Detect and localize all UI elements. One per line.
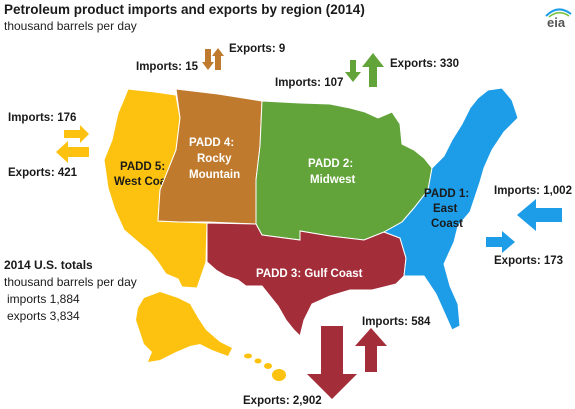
eia-logo-text: eia: [547, 15, 566, 29]
padd2-exports-label: Exports: 330: [390, 58, 459, 70]
padd5-alaska: [136, 292, 232, 362]
padd4-imports-label: Imports: 15: [136, 61, 199, 73]
region-padd4-rocky-mountain: PADD 4: Rocky Mountain: [157, 88, 263, 225]
padd2-exports-arrow: [362, 53, 384, 87]
padd4-exports-arrow: [212, 48, 224, 70]
padd3-exports-label: Exports: 2,902: [243, 395, 322, 407]
padd1-flow-arrows: [486, 199, 562, 253]
region-padd5-west-coast: PADD 5: West Coast: [103, 88, 286, 381]
padd4-label-line1: PADD 4:: [189, 137, 234, 149]
padd1-exports-arrow: [486, 231, 515, 253]
padd3-label: PADD 3: Gulf Coast: [256, 268, 363, 280]
padd5-exports-label: Exports: 421: [8, 167, 78, 179]
padd3-exports-arrow: [307, 326, 357, 399]
padd4-flow-arrows: [202, 48, 224, 70]
padd4-label-line3: Mountain: [189, 169, 240, 181]
padd5-label-line2: West Coast: [114, 176, 177, 188]
padd5-imports-arrow: [64, 125, 89, 143]
us-totals-heading: 2014 U.S. totals: [4, 258, 93, 272]
padd2-imports-arrow: [345, 60, 361, 82]
padd1-east-coast-states: [382, 87, 519, 331]
padd3-imports-arrow: [355, 328, 387, 372]
eia-logo: eia: [545, 8, 572, 29]
padd1-label-line1: PADD 1:: [424, 188, 469, 200]
region-padd1-east-coast: PADD 1: East Coast: [382, 87, 519, 331]
padd1-label-line3: Coast: [431, 218, 463, 230]
padd2-label-line2: Midwest: [310, 174, 356, 186]
padd5-label-line1: PADD 5:: [120, 161, 165, 173]
region-padd3-gulf-coast: PADD 3: Gulf Coast: [206, 222, 407, 337]
us-totals-exports: exports 3,834: [7, 309, 80, 323]
map-title: Petroleum product imports and exports by…: [4, 2, 365, 17]
padd3-gulf-coast-states: [206, 222, 407, 337]
padd1-imports-arrow: [517, 199, 562, 231]
padd5-flow-arrows: [56, 125, 89, 163]
padd4-imports-arrow: [202, 49, 214, 70]
padd5-imports-label: Imports: 176: [8, 112, 76, 124]
padd1-label-line2: East: [433, 203, 457, 215]
padd1-imports-label: Imports: 1,002: [494, 185, 572, 197]
us-totals-box: 2014 U.S. totals thousand barrels per da…: [4, 257, 137, 325]
us-totals-imports: imports 1,884: [7, 292, 80, 306]
padd5-exports-arrow: [56, 141, 89, 163]
padd4-label-line2: Rocky: [197, 153, 232, 165]
padd3-imports-label: Imports: 584: [362, 316, 431, 328]
padd2-flow-arrows: [345, 53, 384, 87]
padd5-hawaii: [244, 353, 286, 381]
padd1-exports-label: Exports: 173: [494, 255, 563, 267]
padd2-label-line1: PADD 2:: [308, 158, 353, 170]
padd3-flow-arrows: [307, 326, 387, 399]
padd4-exports-label: Exports: 9: [229, 43, 285, 55]
us-totals-unit: thousand barrels per day: [4, 275, 137, 289]
padd2-imports-label: Imports: 107: [275, 77, 343, 89]
map-subtitle: thousand barrels per day: [4, 19, 137, 33]
